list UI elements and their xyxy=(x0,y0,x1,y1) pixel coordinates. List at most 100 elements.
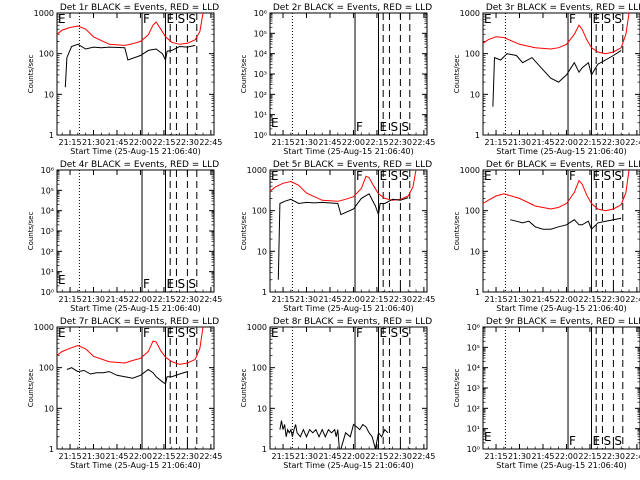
y-tick-label: 10 xyxy=(470,247,480,256)
y-tick-label: 10³ xyxy=(467,384,480,393)
y-tick-label: 10⁵ xyxy=(467,343,480,352)
event-lines xyxy=(504,13,624,135)
plot-frame xyxy=(56,12,215,136)
chart-panel-3: Det 3r BLACK = Events, RED = LLD 1 10 100 10… xyxy=(453,3,640,156)
event-lines xyxy=(78,13,198,135)
marker-label: E xyxy=(166,277,174,291)
x-axis-label: Start Time (25-Aug-15 21:06:40) xyxy=(70,304,201,313)
marker-label: F xyxy=(143,326,150,340)
x-tick-label: 22:00 xyxy=(342,138,365,147)
x-tick-label: 22:00 xyxy=(129,295,152,304)
y-tick-label: 10 xyxy=(470,90,480,99)
x-tick-label: 21:15 xyxy=(59,452,82,461)
y-tick-label: 10 xyxy=(44,90,54,99)
series-events-line xyxy=(509,217,622,231)
series-events-line xyxy=(64,43,196,88)
series-lld-line xyxy=(56,12,204,46)
chart-panel-8: Det 8r BLACK = Events, RED = LLD 1 10 100 10… xyxy=(240,317,435,470)
x-tick-label: 21:45 xyxy=(105,295,128,304)
y-axis-label: Counts/sec xyxy=(27,369,35,408)
chart-panel-4: Det 4r BLACK = Events, RED = LLD10⁰10¹10… xyxy=(27,160,222,313)
y-tick-label: 10¹ xyxy=(41,268,54,277)
x-tick-label: 22:30 xyxy=(602,138,625,147)
y-axis: 1 10 100 1000 xyxy=(460,9,640,140)
marker-label: F xyxy=(356,326,363,340)
x-axis-label: Start Time (25-Aug-15 21:06:40) xyxy=(283,461,414,470)
plot-frame xyxy=(269,326,428,450)
x-tick-label: 21:15 xyxy=(272,138,295,147)
y-tick-label: 1000 xyxy=(247,323,267,332)
marker-label: S xyxy=(390,326,398,340)
marker-label: E xyxy=(271,116,279,130)
series-lld-line xyxy=(482,169,630,212)
x-tick-label: 22:30 xyxy=(176,452,199,461)
x-tick-label: 22:15 xyxy=(152,138,175,147)
marker-label: F xyxy=(143,12,150,26)
y-axis-label: Counts/sec xyxy=(453,212,461,251)
x-tick-label: 21:30 xyxy=(82,138,105,147)
x-tick-label: 22:15 xyxy=(578,452,601,461)
x-tick-label: 22:45 xyxy=(199,138,222,147)
x-axis-label: Start Time (25-Aug-15 21:06:40) xyxy=(496,304,627,313)
x-tick-label: 21:30 xyxy=(508,138,531,147)
chart-panel-9: Det 9r BLACK = Events, RED = LLD10⁰10¹10… xyxy=(453,317,640,470)
series-events-line xyxy=(492,49,622,107)
event-lines xyxy=(78,327,198,449)
y-tick-label: 10¹ xyxy=(467,425,480,434)
event-lines xyxy=(291,170,411,292)
x-tick-label: 21:30 xyxy=(508,295,531,304)
event-lines xyxy=(291,327,411,449)
x-axis-label: Start Time (25-Aug-15 21:06:40) xyxy=(70,147,201,156)
marker-label: E xyxy=(592,169,600,183)
y-tick-label: 10⁰ xyxy=(254,131,267,140)
y-axis: 1 10 100 1000 xyxy=(34,9,214,140)
y-axis-label: Counts/sec xyxy=(240,369,248,408)
x-tick-label: 22:15 xyxy=(365,138,388,147)
x-tick-label: 21:15 xyxy=(59,138,82,147)
y-tick-label: 10⁰ xyxy=(467,445,480,454)
event-lines xyxy=(504,170,624,292)
y-tick-label: 10⁰ xyxy=(41,288,54,297)
y-axis-label: Counts/sec xyxy=(453,55,461,94)
y-axis: 1 10 100 1000 xyxy=(34,323,214,454)
x-axis-label: Start Time (25-Aug-15 21:06:40) xyxy=(283,304,414,313)
y-tick-label: 10 xyxy=(257,404,267,413)
y-tick-label: 10 xyxy=(44,404,54,413)
marker-label: F xyxy=(356,169,363,183)
chart-title: Det 2r BLACK = Events, RED = LLD xyxy=(273,3,432,13)
y-tick-label: 10⁴ xyxy=(467,364,480,373)
x-tick-label: 22:45 xyxy=(625,138,640,147)
marker-label: F xyxy=(569,12,576,26)
x-tick-label: 22:30 xyxy=(389,452,412,461)
x-tick-label: 21:30 xyxy=(295,295,318,304)
marker-label: S xyxy=(177,12,185,26)
marker-label: S xyxy=(390,169,398,183)
y-tick-label: 1 xyxy=(262,288,267,297)
y-tick-label: 10¹ xyxy=(254,111,267,120)
y-axis: 1 10 100 1000 xyxy=(247,166,427,297)
plot-frame xyxy=(482,326,640,450)
x-tick-label: 21:45 xyxy=(318,295,341,304)
x-tick-label: 22:30 xyxy=(602,452,625,461)
marker-label: S xyxy=(177,277,185,291)
y-axis-label: Counts/sec xyxy=(240,212,248,251)
y-tick-label: 10² xyxy=(467,404,480,413)
marker-label: S xyxy=(188,12,196,26)
marker-label: S xyxy=(614,434,622,448)
chart-panel-6: Det 6r BLACK = Events, RED = LLD 1 10 100 10… xyxy=(453,160,640,313)
y-tick-label: 100 xyxy=(252,364,267,373)
marker-label: F xyxy=(143,277,150,291)
y-tick-label: 10⁶ xyxy=(41,166,54,175)
series-events-line xyxy=(279,420,389,450)
marker-label: S xyxy=(188,326,196,340)
marker-label: F xyxy=(569,434,576,448)
y-tick-label: 1 xyxy=(262,445,267,454)
y-tick-label: 1000 xyxy=(460,9,480,18)
x-tick-label: 22:45 xyxy=(625,452,640,461)
chart-title: Det 5r BLACK = Events, RED = LLD xyxy=(273,160,432,170)
